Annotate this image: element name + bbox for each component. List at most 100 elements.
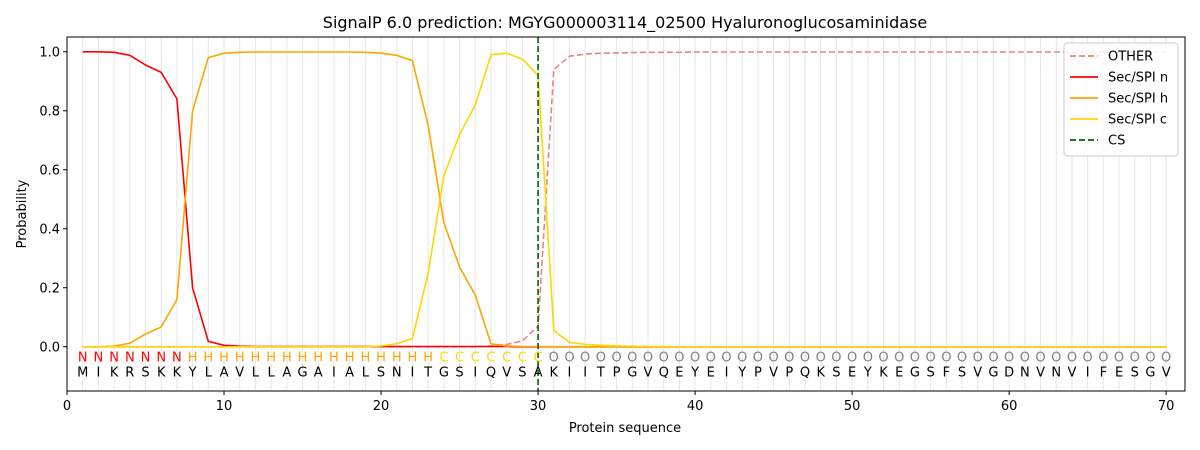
- region-label: O: [1145, 351, 1155, 366]
- region-label: O: [973, 351, 983, 366]
- legend-label: Sec/SPI n: [1108, 71, 1168, 86]
- region-label: O: [1004, 351, 1014, 366]
- region-label: O: [784, 351, 794, 366]
- residue-letter: E: [848, 365, 856, 380]
- chart-title: SignalP 6.0 prediction: MGYG000003114_02…: [323, 13, 927, 33]
- residue-letter: I: [473, 365, 477, 380]
- region-label: O: [737, 351, 747, 366]
- residue-letter: S: [518, 365, 526, 380]
- region-label: H: [329, 351, 339, 366]
- residue-letter: V: [973, 365, 982, 380]
- region-label: O: [659, 351, 669, 366]
- residue-letter: K: [157, 365, 166, 380]
- residue-letter: V: [1162, 365, 1171, 380]
- region-label: O: [627, 351, 637, 366]
- residue-letter: G: [439, 365, 449, 380]
- y-tick-label: 0.8: [39, 104, 60, 119]
- region-label: N: [172, 351, 182, 366]
- sequence-letters: NMNINKNRNSNKNKHYHLHAHVHLHLHAHGHAHIHAHLHS…: [77, 351, 1171, 381]
- residue-letter: S: [1131, 365, 1139, 380]
- region-label: O: [941, 351, 951, 366]
- region-label: N: [94, 351, 104, 366]
- residue-letter: Y: [188, 365, 197, 380]
- residue-letter: M: [77, 365, 88, 380]
- region-label: H: [203, 351, 213, 366]
- region-label: O: [564, 351, 574, 366]
- residue-letter: I: [332, 365, 336, 380]
- grid-lines: [82, 37, 1167, 391]
- region-label: N: [125, 351, 135, 366]
- series-line-sec-spi-n: [82, 50, 1167, 348]
- region-label: O: [1051, 351, 1061, 366]
- residue-letter: G: [910, 365, 920, 380]
- y-tick-label: 1.0: [39, 45, 60, 60]
- residue-letter: L: [362, 365, 370, 380]
- residue-letter: G: [297, 365, 307, 380]
- region-label: O: [1035, 351, 1045, 366]
- region-label: C: [518, 351, 527, 366]
- region-label: C: [502, 351, 511, 366]
- residue-letter: K: [816, 365, 825, 380]
- residue-letter: G: [988, 365, 998, 380]
- region-label: O: [611, 351, 621, 366]
- residue-letter: I: [1086, 365, 1090, 380]
- residue-letter: G: [627, 365, 637, 380]
- legend: OTHER Sec/SPI n Sec/SPI h Sec/SPI c CS: [1063, 42, 1179, 157]
- region-label: H: [188, 351, 198, 366]
- legend-box: [1063, 42, 1179, 157]
- legend-label: CS: [1108, 134, 1125, 149]
- region-label: O: [549, 351, 559, 366]
- residue-letter: I: [96, 365, 100, 380]
- region-label: O: [753, 351, 763, 366]
- residue-letter: Q: [659, 365, 669, 380]
- plot-frame: [66, 36, 1186, 392]
- y-tick-label: 0.6: [39, 163, 60, 178]
- region-label: O: [1130, 351, 1140, 366]
- residue-letter: Q: [800, 365, 810, 380]
- residue-letter: L: [268, 365, 276, 380]
- region-label: O: [926, 351, 936, 366]
- residue-letter: A: [220, 365, 229, 380]
- y-tick-label: 0.0: [39, 340, 60, 355]
- region-label: O: [1114, 351, 1124, 366]
- residue-letter: V: [502, 365, 511, 380]
- series-lines: [82, 50, 1167, 348]
- residue-letter: S: [141, 365, 149, 380]
- residue-letter: I: [568, 365, 572, 380]
- residue-letter: V: [235, 365, 244, 380]
- region-label: H: [235, 351, 245, 366]
- region-label: H: [360, 351, 370, 366]
- residue-letter: Y: [863, 365, 872, 380]
- legend-label: OTHER: [1108, 50, 1153, 65]
- residue-letter: V: [1036, 365, 1045, 380]
- residue-letter: E: [675, 365, 683, 380]
- residue-letter: V: [769, 365, 778, 380]
- residue-letter: V: [1067, 365, 1076, 380]
- residue-letter: E: [1115, 365, 1123, 380]
- region-label: O: [1098, 351, 1108, 366]
- residue-letter: A: [282, 365, 291, 380]
- region-label: C: [534, 351, 543, 366]
- region-label: C: [439, 351, 448, 366]
- residue-letter: S: [455, 365, 463, 380]
- residue-letter: E: [707, 365, 715, 380]
- residue-letter: I: [725, 365, 729, 380]
- region-label: O: [910, 351, 920, 366]
- y-axis-label: Probability: [15, 179, 30, 248]
- region-label: O: [690, 351, 700, 366]
- x-tick-label: 50: [844, 399, 861, 414]
- region-label: O: [1083, 351, 1093, 366]
- region-label: O: [847, 351, 857, 366]
- residue-letter: S: [832, 365, 840, 380]
- y-axis-ticks: 0.0 0.2 0.4 0.6 0.8 1.0: [39, 45, 67, 355]
- x-tick-label: 70: [1158, 399, 1175, 414]
- region-label: O: [1067, 351, 1077, 366]
- residue-letter: P: [613, 365, 621, 380]
- residue-letter: N: [1020, 365, 1030, 380]
- region-label: H: [392, 351, 402, 366]
- x-tick-label: 0: [63, 399, 71, 414]
- region-label: O: [674, 351, 684, 366]
- region-label: O: [878, 351, 888, 366]
- x-tick-label: 10: [216, 399, 233, 414]
